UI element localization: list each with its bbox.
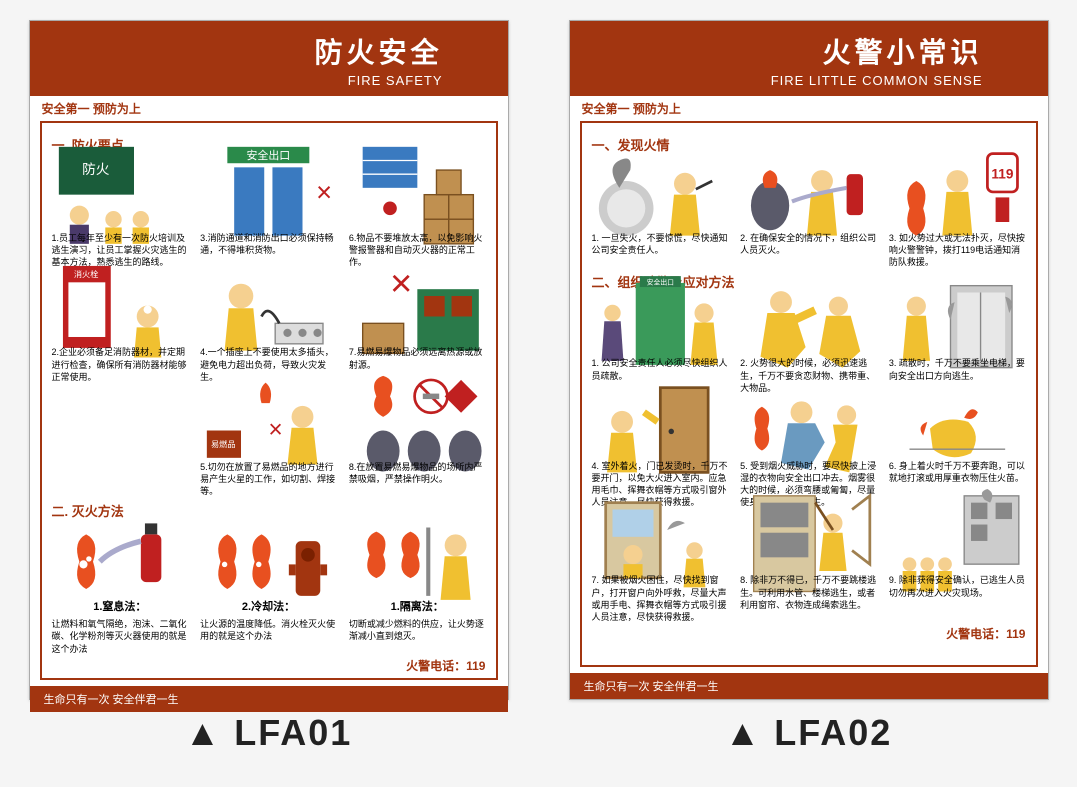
exit-icon: 安全出口× xyxy=(200,160,337,230)
label-lfa01: ▲ LFA01 xyxy=(29,712,509,754)
label-lfa02: ▲ LFA02 xyxy=(569,712,1049,754)
item-caption: 7. 如果被烟火困住，尽快找到窗户，打开窗户向外呼救，尽量大声或用手电、挥舞衣帽… xyxy=(592,574,729,623)
svg-text:×: × xyxy=(316,177,332,208)
poster1-body: 一. 防火要点 防火1.员工每年至少有一次防火培训及逃生演习，让员工掌握火灾逃生… xyxy=(40,121,498,680)
training-icon: 防火 xyxy=(52,160,189,230)
item-caption: 9. 除非获得安全确认，已逃生人员切勿再次进入火灾现场。 xyxy=(889,574,1026,598)
poster1-subtitle: FIRE SAFETY xyxy=(55,73,443,88)
item-caption: 5.切勿在放置了易燃品的地方进行易产生火星的工作，如切割、焊接等。 xyxy=(200,461,337,497)
method-item: 2.冷却法： 让火源的温度降低。消火栓灭火使用的就是这个办法 xyxy=(200,526,337,654)
poster2-s1-item: 119 3. 如火势过大或无法扑灭，尽快按响火警警钟，拨打119电话通知消防队救援… xyxy=(889,160,1026,268)
poster1-item: 4.一个插座上不要使用太多插头，避免电力超出负荷，导致火灾发生。 xyxy=(200,274,337,382)
isolate-icon xyxy=(349,526,486,596)
method-name: 1.隔离法： xyxy=(391,598,444,614)
poster2-s2-item: 7. 如果被烟火困住，尽快找到窗户，打开窗户向外呼救，尽量大声或用手电、挥舞衣帽… xyxy=(592,514,729,623)
poster1-item: 易燃器材×7.易燃易爆物品必须远离热源或放射源。 xyxy=(349,274,486,382)
svg-text:安全出口: 安全出口 xyxy=(646,277,673,286)
svg-text:易燃品: 易燃品 xyxy=(211,439,236,449)
poster1-item: 6.物品不要堆放太高，以免影响火警报警器和自动灭火器的正常工作。 xyxy=(349,160,486,268)
poster2-motto: 安全第一 预防为上 xyxy=(570,96,1048,117)
poster2-grid1: 1. 一旦失火，不要惊慌，尽快通知公司安全责任人。 2. 在确保安全的情况下，组织… xyxy=(592,160,1026,268)
method-desc: 让火源的温度降低。消火栓灭火使用的就是这个办法 xyxy=(200,618,337,642)
poster1-item: 安全出口×3.消防通道和消防出口必须保持畅通，不得堆积货物。 xyxy=(200,160,337,268)
method-item: 1.隔离法： 切断或减少燃料的供应，让火势逐渐减小直到熄灭。 xyxy=(349,526,486,654)
stack-icon xyxy=(349,160,486,230)
item-caption: 1. 一旦失火，不要惊慌，尽快通知公司安全责任人。 xyxy=(592,232,729,256)
cabinet-icon: 消火栓 xyxy=(52,274,189,344)
roll-icon xyxy=(889,400,1026,458)
poster1-item: 防火1.员工每年至少有一次防火培训及逃生演习，让员工掌握火灾逃生的基本方法，熟悉… xyxy=(52,160,189,268)
poster2-s1-item: 2. 在确保安全的情况下，组织公司人员灭火。 xyxy=(740,160,877,268)
svg-text:×: × xyxy=(390,262,412,305)
poster2-s2-item: 8. 除非万不得已，千万不要跳楼逃生。可利用水管、楼梯逃生，或者利用窗帘、衣物连… xyxy=(740,514,877,623)
method-name: 1.窒息法： xyxy=(93,598,146,614)
poster-fire-safety: 防火安全 FIRE SAFETY 安全第一 预防为上 一. 防火要点 防火1.员… xyxy=(29,20,509,700)
item-caption: 8. 除非万不得已，千万不要跳楼逃生。可利用水管、楼梯逃生，或者利用窗帘、衣物连… xyxy=(740,574,877,610)
poster2-footer: 生命只有一次 安全伴君一生 xyxy=(570,673,1048,699)
method-desc: 让燃料和氧气隔绝，泡沫、二氧化碳、化学粉剂等灭火器使用的就是这个办法 xyxy=(52,618,189,654)
alarm-icon xyxy=(592,160,729,230)
item-caption: 7.易燃易爆物品必须远离热源或放射源。 xyxy=(349,346,486,370)
svg-text:易燃器材: 易燃器材 xyxy=(428,276,467,288)
flammable-icon: 易燃器材× xyxy=(349,274,486,344)
extinguish-icon xyxy=(52,526,189,596)
window-icon xyxy=(592,514,729,572)
poster2-title: 火警小常识 xyxy=(595,31,983,71)
fight-icon xyxy=(740,160,877,230)
plug-icon xyxy=(200,274,337,344)
call119-icon: 119 xyxy=(889,160,1026,230)
evacuate-icon: 安全出口 xyxy=(592,297,729,355)
svg-text:119: 119 xyxy=(991,167,1013,182)
poster1-title: 防火安全 xyxy=(55,31,443,71)
poster-fire-common-sense: 火警小常识 FIRE LITTLE COMMON SENSE 安全第一 预防为上… xyxy=(569,20,1049,700)
svg-text:消火栓: 消火栓 xyxy=(73,269,98,279)
weld-icon: 易燃品 × xyxy=(200,389,337,459)
svg-text:×: × xyxy=(268,417,282,444)
item-caption: 6. 身上着火时千万不要奔跑，可以就地打滚或用厚重衣物压住火苗。 xyxy=(889,460,1026,484)
poster1-item: 8.在放置易燃易爆物品的场所内严禁吸烟，严禁操作明火。 xyxy=(349,389,486,497)
nosmoking-icon xyxy=(349,389,486,459)
poster1-grid: 防火1.员工每年至少有一次防火培训及逃生演习，让员工掌握火灾逃生的基本方法，熟悉… xyxy=(52,160,486,497)
poster2-body: 一、发现火情 1. 一旦失火，不要惊慌，尽快通知公司安全责任人。2. 在确保安全… xyxy=(580,121,1038,667)
poster2-s2-item: 9. 除非获得安全确认，已逃生人员切勿再次进入火灾现场。 xyxy=(889,514,1026,623)
hydrant-icon xyxy=(200,526,337,596)
item-caption: 2.企业必须备足消防器材，并定期进行检查，确保所有消防器材能够正常使用。 xyxy=(52,346,189,382)
item-caption: 3. 如火势过大或无法扑灭，尽快按响火警警钟，拨打119电话通知消防队救援。 xyxy=(889,232,1026,268)
rope-icon xyxy=(740,514,877,572)
item-caption: 3.消防通道和消防出口必须保持畅通，不得堆积货物。 xyxy=(200,232,337,256)
poster2-subtitle: FIRE LITTLE COMMON SENSE xyxy=(595,73,983,88)
poster1-header: 防火安全 FIRE SAFETY xyxy=(30,21,508,96)
poster2-header: 火警小常识 FIRE LITTLE COMMON SENSE xyxy=(570,21,1048,96)
poster1-item: 易燃品 × 5.切勿在放置了易燃品的地方进行易产生火星的工作，如切割、焊接等。 xyxy=(200,389,337,497)
svg-text:防火: 防火 xyxy=(82,163,110,178)
method-item: 1.窒息法： 让燃料和氧气隔绝，泡沫、二氧化碳、化学粉剂等灭火器使用的就是这个办法 xyxy=(52,526,189,654)
poster1-motto: 安全第一 预防为上 xyxy=(30,96,508,117)
poster2-hotline: 火警电话：119 xyxy=(592,625,1026,642)
noreturn-icon xyxy=(889,514,1026,572)
poster1-item: 消火栓2.企业必须备足消防器材，并定期进行检查，确保所有消防器材能够正常使用。 xyxy=(52,274,189,382)
door-icon xyxy=(592,400,729,458)
method-name: 2.冷却法： xyxy=(242,598,295,614)
noelevator-icon xyxy=(889,297,1026,355)
poster2-s1-item: 1. 一旦失火，不要惊慌，尽快通知公司安全责任人。 xyxy=(592,160,729,268)
poster1-footer: 生命只有一次 安全伴君一生 xyxy=(30,686,508,712)
product-labels: ▲ LFA01 ▲ LFA02 xyxy=(29,712,1049,754)
wet-icon xyxy=(740,400,877,458)
item-caption: 8.在放置易燃易爆物品的场所内严禁吸烟，严禁操作明火。 xyxy=(349,461,486,485)
svg-text:安全出口: 安全出口 xyxy=(247,148,291,162)
poster1-item xyxy=(52,389,189,497)
poster2-grid2: 安全出口1. 公司安全责任人必须尽快组织人员疏散。2. 火势很大的时候，必须迅速… xyxy=(592,297,1026,623)
run-icon xyxy=(740,297,877,355)
poster1-hotline: 火警电话：119 xyxy=(52,657,486,674)
method-desc: 切断或减少燃料的供应，让火势逐渐减小直到熄灭。 xyxy=(349,618,486,642)
poster1-methods: 1.窒息法： 让燃料和氧气隔绝，泡沫、二氧化碳、化学粉剂等灭火器使用的就是这个办法… xyxy=(52,526,486,654)
item-caption: 2. 在确保安全的情况下，组织公司人员灭火。 xyxy=(740,232,877,256)
